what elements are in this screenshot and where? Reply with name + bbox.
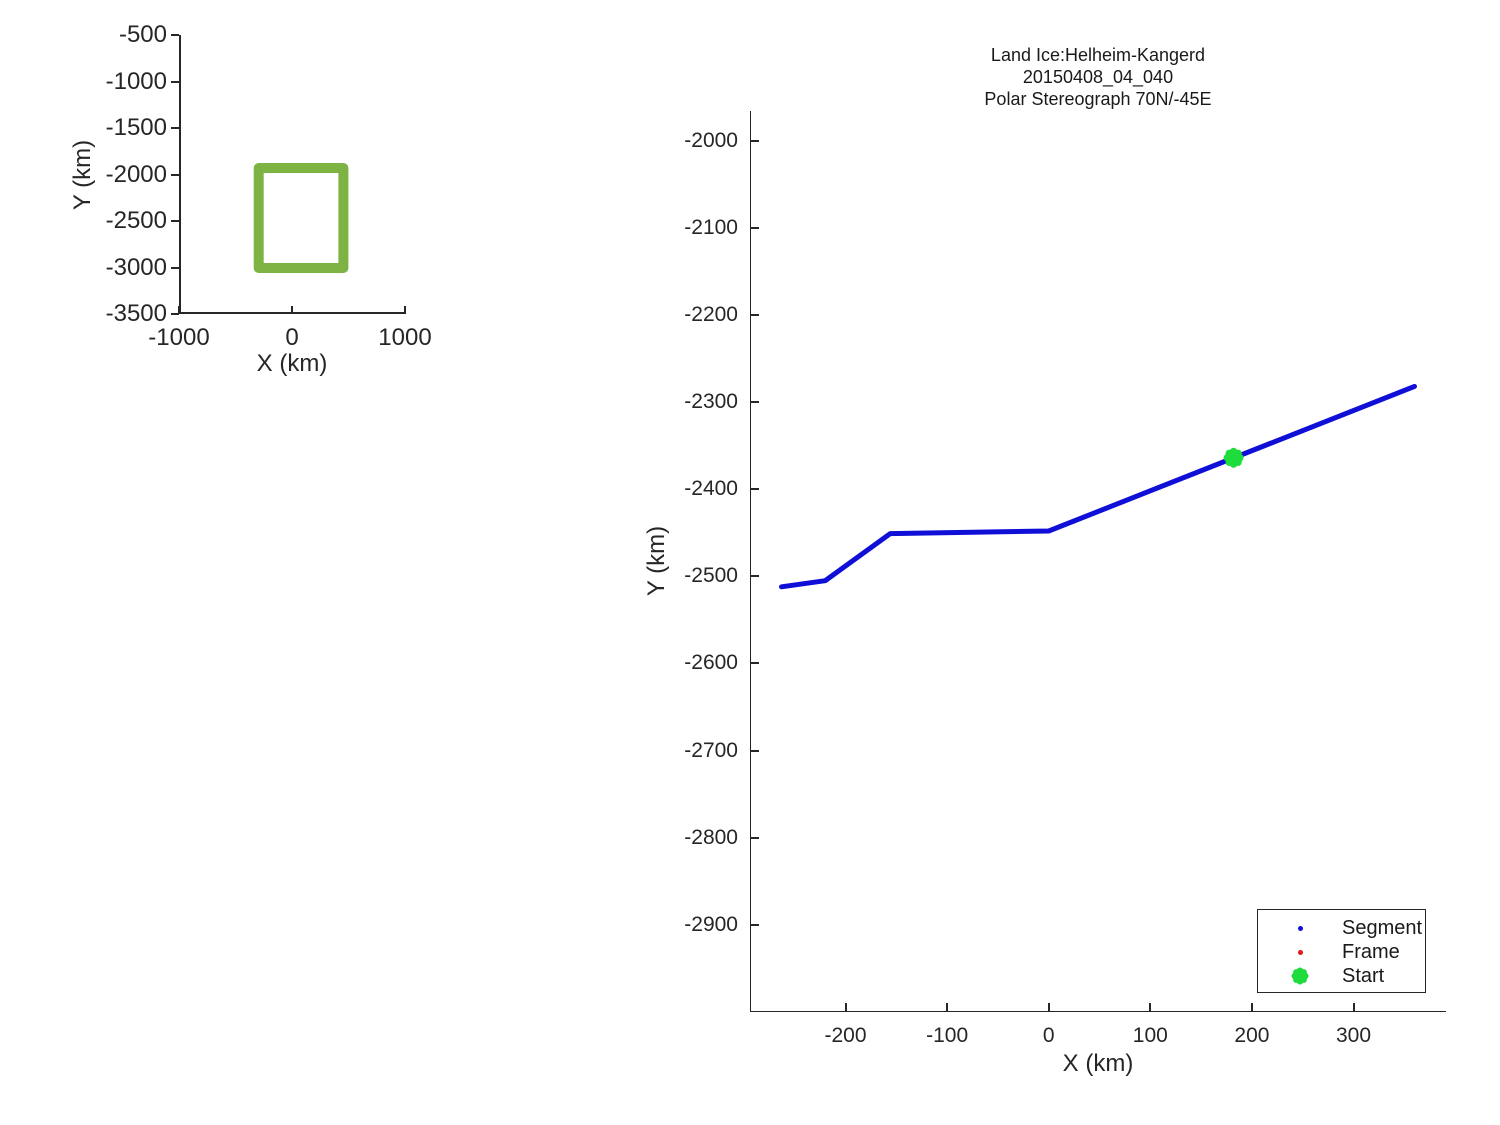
y-tick-mark <box>171 313 179 315</box>
y-tick-mark <box>171 80 179 83</box>
y-tick-mark <box>750 313 759 316</box>
legend-item-start: Start <box>1258 964 1425 988</box>
y-tick-label: -1000 <box>105 67 167 95</box>
x-tick-mark <box>1149 1003 1152 1012</box>
y-tick-label: -3500 <box>105 300 167 327</box>
legend-item-segment: Segment <box>1258 916 1425 940</box>
legend-label-segment: Segment <box>1342 916 1423 939</box>
y-tick-label: -2000 <box>684 128 738 152</box>
y-tick-label: -2900 <box>684 912 738 936</box>
x-tick-label: 100 <box>1132 1024 1168 1047</box>
legend-label-frame: Frame <box>1342 940 1400 963</box>
y-tick-mark <box>750 139 759 142</box>
x-tick-mark <box>844 1003 847 1012</box>
y-tick-label: -2600 <box>684 651 738 675</box>
y-tick-label: -2100 <box>684 215 738 239</box>
x-tick-label: 0 <box>1042 1024 1055 1047</box>
y-tick-label: -500 <box>118 21 167 48</box>
y-tick-mark <box>750 226 759 229</box>
x-tick-mark <box>291 306 293 314</box>
legend-burst-svg <box>1291 967 1309 985</box>
legend-dot <box>1297 925 1303 931</box>
legend: Segment Frame Start <box>1257 909 1426 993</box>
y-tick-mark <box>750 923 759 926</box>
y-tick-mark <box>171 173 179 176</box>
overview-plot-area <box>179 35 405 314</box>
y-tick-label: -3000 <box>105 253 167 281</box>
x-tick-label: 300 <box>1336 1024 1372 1047</box>
main-plot-area <box>750 111 1446 1012</box>
x-tick-label: 1000 <box>378 324 432 351</box>
overview-xlabel: X (km) <box>256 350 328 377</box>
y-tick-mark <box>750 836 759 839</box>
y-tick-mark <box>750 749 759 752</box>
y-tick-mark <box>171 266 179 269</box>
legend-start-marker <box>1291 967 1309 985</box>
y-tick-mark <box>750 662 759 665</box>
segment-dot-icon <box>1258 925 1342 931</box>
y-tick-mark <box>750 575 759 578</box>
y-tick-label: -2200 <box>684 302 738 326</box>
y-tick-label: -2700 <box>684 738 738 762</box>
main-ylabel: Y (km) <box>643 525 670 597</box>
title-line-projection: Polar Stereograph 70N/-45E <box>984 89 1212 109</box>
start-burst-icon <box>1258 966 1342 986</box>
x-tick-mark <box>404 306 406 314</box>
frame-dot-icon <box>1258 949 1342 955</box>
overview-ylabel: Y (km) <box>69 139 96 211</box>
legend-label-start: Start <box>1342 964 1385 987</box>
x-tick-mark <box>946 1003 949 1012</box>
main-plot-title: Land Ice:Helheim-Kangerd 20150408_04_040… <box>984 44 1211 110</box>
y-tick-label: -2000 <box>105 160 167 188</box>
x-tick-label: -1000 <box>148 324 210 351</box>
x-tick-mark <box>1250 1003 1253 1012</box>
x-tick-label: -100 <box>926 1024 969 1047</box>
y-tick-mark <box>171 127 179 129</box>
y-tick-label: -2300 <box>684 390 738 414</box>
y-tick-mark <box>750 488 759 491</box>
y-tick-mark <box>750 401 759 404</box>
legend-item-frame: Frame <box>1258 940 1425 964</box>
y-tick-mark <box>171 220 179 222</box>
x-tick-label: 200 <box>1234 1024 1270 1047</box>
x-tick-mark <box>1352 1003 1355 1012</box>
x-tick-label: 0 <box>285 324 299 351</box>
y-tick-label: -2800 <box>684 825 738 849</box>
y-tick-mark <box>171 34 179 36</box>
y-tick-label: -2500 <box>684 564 738 588</box>
main-xlabel: X (km) <box>1062 1050 1134 1077</box>
x-tick-mark <box>1047 1003 1050 1012</box>
title-line-granule: 20150408_04_040 <box>1022 67 1174 87</box>
x-tick-mark <box>178 306 180 314</box>
y-tick-label: -2500 <box>105 207 167 234</box>
y-tick-label: -2400 <box>684 477 738 501</box>
title-line-mission: Land Ice:Helheim-Kangerd <box>990 45 1206 65</box>
y-tick-label: -1500 <box>105 114 167 141</box>
legend-dot <box>1297 949 1303 955</box>
x-tick-label: -200 <box>824 1024 867 1047</box>
